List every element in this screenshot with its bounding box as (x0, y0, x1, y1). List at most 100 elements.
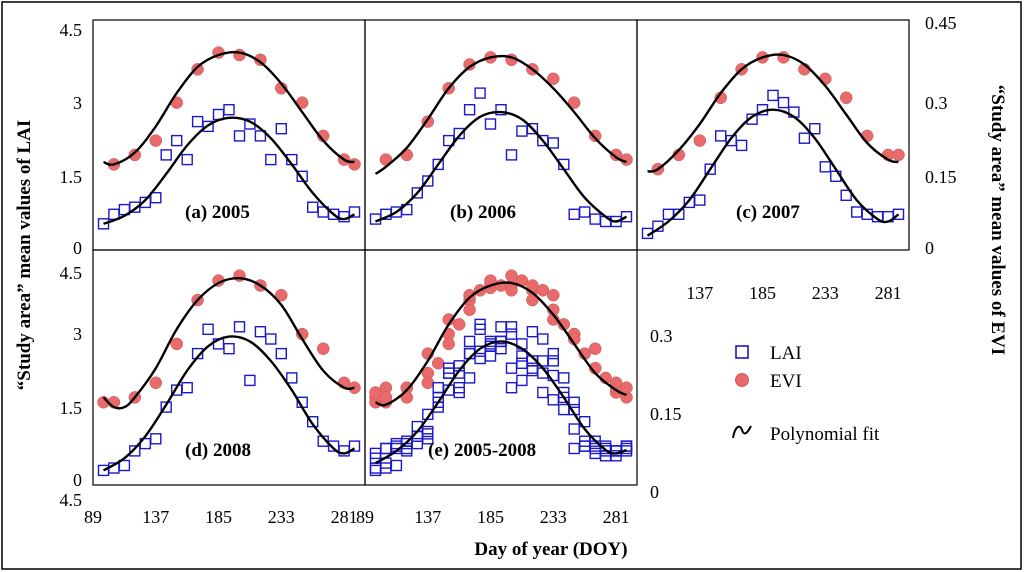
panel-a-evi-point (233, 48, 246, 62)
panel-d-lai-fit-line (102, 335, 356, 472)
panel-b-lai-point (432, 158, 444, 171)
panel-e-lai-point (505, 382, 518, 394)
x-tick-panel-d: 281 (331, 507, 358, 527)
panel-c-lai-point (851, 206, 863, 218)
panel-e-lai-point (474, 352, 486, 365)
panel-d-lai-point (223, 343, 235, 355)
evi-tick-middle: 0.15 (650, 404, 682, 424)
panel-b-lai-point (516, 125, 528, 137)
panel-d-evi-point (170, 337, 183, 351)
panel-c-lai-point (694, 194, 706, 206)
panel-e-evi-point (452, 318, 466, 331)
panel-b-evi-point (547, 72, 560, 86)
panel-d-lai-point (233, 321, 246, 333)
panel-b-lai-point (589, 213, 601, 225)
lai-tick-extra: 4.5 (60, 490, 83, 510)
panel-d-lai-point (254, 326, 267, 338)
panel-e-lai-point (537, 333, 549, 345)
evi-tick-right: 0 (925, 238, 934, 258)
panel-e-lai-point (526, 364, 539, 377)
panel-c-evi-fit-line (647, 53, 899, 173)
panel-e-lai-point (401, 445, 413, 457)
panel-e-lai-point (390, 459, 403, 472)
panel-e-lai-point (474, 323, 486, 335)
panel-b-lai-point (526, 122, 539, 135)
panel-c-lai-point (767, 89, 779, 102)
panel-e-lai-point (411, 437, 423, 450)
panel-c-evi-point (693, 134, 707, 147)
panel-c-lai-point (798, 132, 811, 144)
panel-e-lai-point (369, 462, 382, 474)
x-tick-panel-c: 233 (812, 283, 839, 303)
panel-d-lai-point (307, 416, 319, 428)
panel-d-lai-point (181, 382, 193, 394)
panel-c-evi-point (892, 148, 905, 162)
legend-fit-marker (732, 425, 752, 439)
lai-tick-bottom: 3 (73, 324, 82, 344)
panel-d-lai-point (244, 374, 256, 387)
panel-e-evi-point (463, 303, 476, 317)
evi-tick-right: 0.15 (925, 167, 957, 187)
panel-e-evi-point (431, 357, 445, 370)
panel-b-evi-point (463, 58, 476, 71)
panel-e-lai-point (505, 362, 518, 374)
panel-d-evi-fit-line (102, 276, 355, 410)
panel-e-lai-point (422, 425, 434, 438)
panel-e-lai-fit-line (374, 340, 627, 465)
panel-e-title: (e) 2005-2008 (428, 440, 536, 461)
panel-e-lai-point (495, 321, 507, 333)
panel-a-lai-point (191, 115, 204, 128)
panel-b-lai-point (422, 175, 434, 187)
panel-a-lai-point (307, 201, 319, 213)
panel-a-evi-fit-line (103, 50, 355, 166)
panel-b-lai-point (505, 149, 518, 161)
panel-a-lai-point (296, 170, 308, 183)
panel-c-lai-point (809, 122, 821, 135)
panel-b-lai-point (495, 103, 507, 116)
panel-c-title: (c) 2007 (736, 202, 800, 223)
panel-a-lai-point (202, 120, 214, 133)
panel-b-lai-point (568, 208, 580, 221)
panel-e-evi-point (442, 337, 455, 351)
panel-e-evi-fit-line (375, 281, 628, 407)
panel-b-title: (b) 2006 (450, 202, 516, 223)
panel-e-plot (369, 269, 633, 477)
panel-c-evi-point (860, 129, 874, 143)
lai-tick-bottom: 0 (73, 470, 82, 490)
x-tick-panel-e: 233 (540, 507, 567, 527)
panel-e-lai-point (526, 326, 539, 338)
y-axis-label-right: “Study area” mean values of EVI (987, 85, 1008, 355)
panel-d-title: (d) 2008 (185, 440, 251, 461)
panel-a-evi-point (254, 53, 267, 67)
panel-e-lai-point (380, 442, 392, 455)
panel-d-lai-point (118, 459, 131, 472)
panel-a-lai-point (150, 191, 162, 204)
panel-b-evi-point (567, 96, 581, 109)
panel-a-lai-point (233, 130, 246, 142)
panel-e-evi-point (547, 288, 560, 302)
panel-c-lai-point (892, 208, 905, 221)
panel-a-lai-point (275, 122, 287, 135)
panel-c-evi-point (839, 91, 853, 105)
legend: LAI EVI Polynomial fit (732, 343, 880, 445)
panel-d-evi-point (275, 288, 288, 302)
panel-e-lai-point (505, 321, 518, 333)
panel-b-lai-point (411, 187, 423, 199)
panel-a-lai-point (181, 153, 193, 166)
panel-a-evi-point (128, 148, 142, 162)
lai-tick-bottom: 4.5 (60, 263, 83, 283)
evi-tick-right: 0.45 (925, 13, 957, 33)
panel-d-lai-point (160, 401, 172, 413)
panel-b-lai-point (620, 210, 633, 223)
panel-c-lai-point (673, 208, 685, 221)
x-tick-panel-c: 281 (875, 283, 902, 303)
panel-b-evi-point (588, 129, 602, 143)
panel-d-lai-point (150, 433, 162, 445)
panel-c-plot (641, 51, 905, 240)
panel-c-lai-fit-line (646, 108, 900, 237)
panel-e-lai-point (547, 355, 559, 367)
panel-a-lai-point (265, 153, 277, 166)
panel-e-evi-point (379, 391, 393, 404)
panel-a-lai-point (348, 206, 361, 218)
